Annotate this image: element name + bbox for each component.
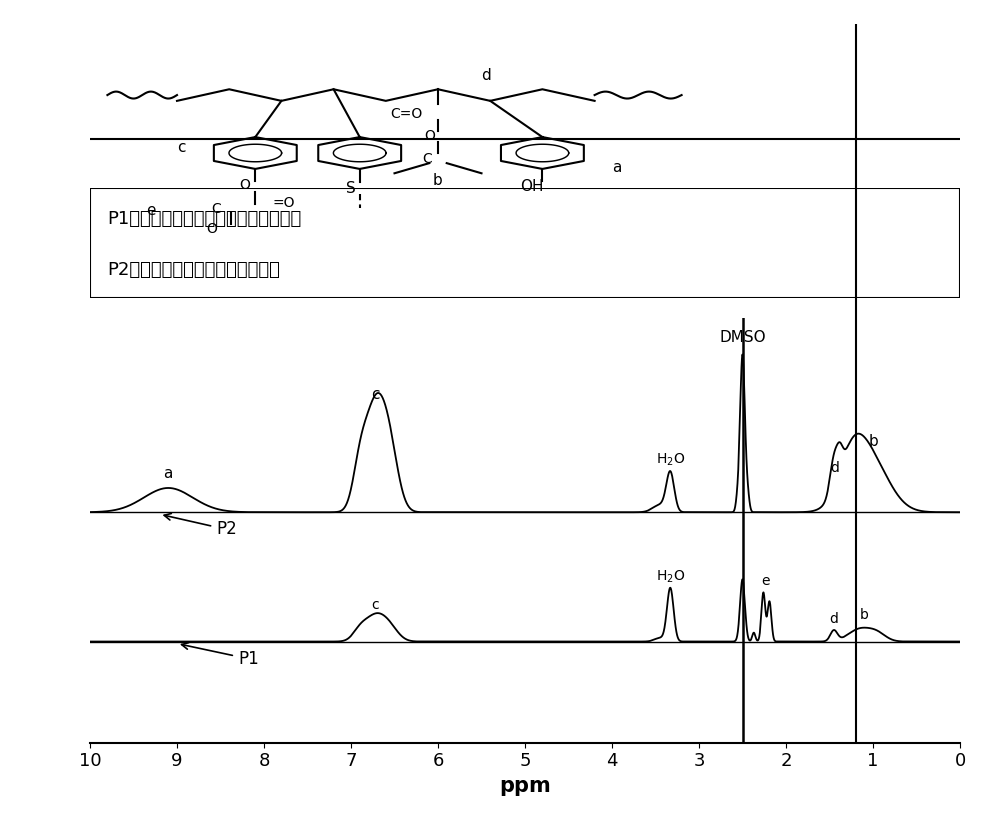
Text: P2：支化型聚对羟基苯乙烯共聚物: P2：支化型聚对羟基苯乙烯共聚物 — [107, 261, 280, 279]
Text: C=O: C=O — [390, 107, 422, 121]
Text: d: d — [830, 461, 839, 475]
Text: O: O — [239, 179, 250, 193]
Text: a: a — [612, 160, 621, 175]
Text: H$_2$O: H$_2$O — [656, 451, 685, 468]
X-axis label: ppm: ppm — [499, 776, 551, 796]
Text: c: c — [372, 597, 379, 611]
Text: b: b — [433, 173, 443, 188]
Text: P1：支化型聚对乙酰氧基苯乙烯共聚物: P1：支化型聚对乙酰氧基苯乙烯共聚物 — [107, 210, 302, 228]
Text: C: C — [423, 153, 432, 166]
Text: OH: OH — [520, 179, 544, 194]
Text: S: S — [346, 181, 356, 196]
Text: e: e — [146, 203, 156, 219]
Text: e: e — [761, 574, 769, 588]
Text: P1: P1 — [182, 643, 259, 667]
Text: O: O — [206, 222, 217, 236]
Text: b: b — [868, 433, 878, 449]
Text: c: c — [177, 140, 186, 155]
Text: C: C — [211, 202, 221, 216]
Text: =O: =O — [273, 196, 295, 210]
Text: c: c — [371, 387, 380, 402]
Text: P2: P2 — [164, 513, 237, 539]
Text: d: d — [481, 68, 491, 83]
Text: b: b — [860, 608, 869, 622]
Text: d: d — [829, 612, 838, 626]
Text: H$_2$O: H$_2$O — [656, 568, 685, 584]
Text: O: O — [424, 129, 435, 143]
Text: DMSO: DMSO — [719, 330, 766, 345]
Text: a: a — [164, 466, 173, 481]
